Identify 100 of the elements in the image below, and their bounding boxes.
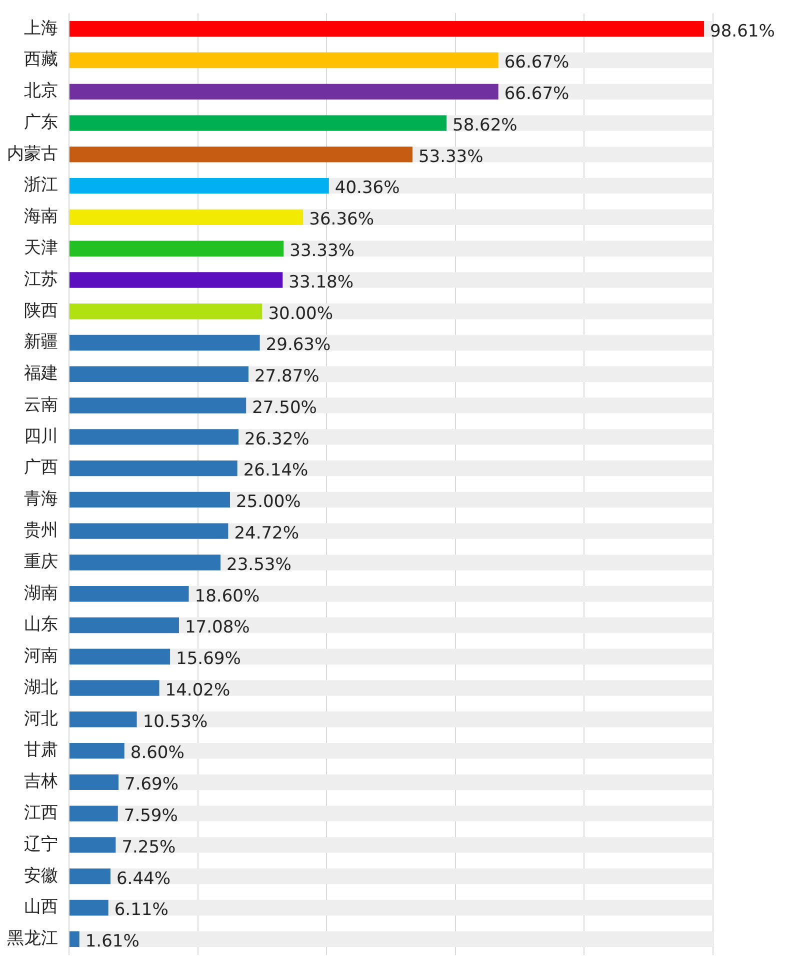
y-tick-label: 天津 xyxy=(24,238,58,258)
y-tick-label: 江苏 xyxy=(24,269,58,290)
y-tick-label: 西藏 xyxy=(24,50,58,70)
y-tick-label: 贵州 xyxy=(24,520,58,540)
bar xyxy=(70,680,160,696)
bar xyxy=(118,806,713,822)
data-label: 33.18% xyxy=(288,272,354,292)
data-label: 26.14% xyxy=(243,460,308,481)
y-tick-label: 黑龙江 xyxy=(7,928,58,949)
y-tick-label: 湖北 xyxy=(24,677,58,698)
bar xyxy=(70,806,118,822)
bar xyxy=(238,429,713,445)
bar xyxy=(188,586,713,602)
data-label: 24.72% xyxy=(234,524,300,544)
data-label: 10.53% xyxy=(142,712,208,732)
bar xyxy=(70,868,110,884)
bar xyxy=(262,304,713,320)
y-tick-label: 河南 xyxy=(24,646,58,666)
bar xyxy=(303,209,713,226)
data-label: 15.69% xyxy=(176,649,241,670)
bar xyxy=(70,21,704,37)
bar xyxy=(110,868,713,884)
bar xyxy=(70,84,498,100)
data-label: 7.59% xyxy=(124,806,178,826)
y-tick-label: 河北 xyxy=(24,708,58,729)
bar xyxy=(170,648,713,664)
bar xyxy=(70,837,116,853)
y-tick-label: 新疆 xyxy=(24,332,58,352)
data-label: 23.53% xyxy=(226,554,292,575)
bar xyxy=(136,712,713,728)
data-label: 30.00% xyxy=(268,304,334,324)
bar xyxy=(79,931,713,947)
data-label: 36.36% xyxy=(309,210,374,230)
bar xyxy=(70,334,260,351)
data-label: 18.60% xyxy=(194,586,260,606)
bar xyxy=(246,398,713,414)
bar xyxy=(230,492,713,508)
data-label: 1.61% xyxy=(85,932,140,952)
y-tick-label: 重庆 xyxy=(24,552,58,572)
y-tick-label: 辽宁 xyxy=(24,834,58,854)
bar xyxy=(282,272,713,288)
y-tick-label: 广西 xyxy=(24,458,58,478)
bar xyxy=(70,178,329,194)
data-label: 26.32% xyxy=(244,429,310,450)
bar xyxy=(70,209,304,226)
bar xyxy=(248,366,713,382)
data-label: 6.44% xyxy=(116,868,170,889)
bar xyxy=(446,115,713,131)
bar xyxy=(260,334,713,351)
y-tick-label: 陕西 xyxy=(24,300,58,321)
y-tick-label: 青海 xyxy=(24,489,58,510)
bar xyxy=(70,742,124,759)
data-label: 58.62% xyxy=(452,115,518,136)
y-tick-label: 北京 xyxy=(24,81,58,102)
bar xyxy=(70,460,238,476)
data-label: 7.69% xyxy=(124,774,179,795)
y-tick-label: 甘肃 xyxy=(24,740,58,760)
bar xyxy=(70,774,119,790)
data-label: 7.25% xyxy=(122,837,176,858)
bar xyxy=(118,774,713,790)
bar xyxy=(70,146,412,162)
bar xyxy=(70,115,447,131)
data-label: 6.11% xyxy=(114,900,168,920)
y-tick-label: 福建 xyxy=(24,364,58,384)
y-tick-label: 江西 xyxy=(24,802,58,823)
bar xyxy=(70,523,228,539)
bar xyxy=(70,492,230,508)
y-tick-label: 云南 xyxy=(24,394,58,415)
y-tick-label: 山东 xyxy=(24,614,58,635)
bar xyxy=(70,429,238,445)
y-tick-label: 广东 xyxy=(24,112,58,132)
data-label: 27.87% xyxy=(254,366,320,387)
bar xyxy=(178,617,713,634)
bar xyxy=(70,712,137,728)
data-label: 29.63% xyxy=(266,335,331,356)
bar xyxy=(412,146,713,162)
bar xyxy=(124,742,713,759)
bar xyxy=(70,586,189,602)
bar xyxy=(284,240,713,256)
bar xyxy=(70,52,498,68)
bar xyxy=(70,366,248,382)
bar xyxy=(70,900,108,916)
y-tick-label: 海南 xyxy=(24,206,58,227)
bar xyxy=(70,617,179,634)
data-label: 98.61% xyxy=(710,21,775,42)
bar xyxy=(108,900,713,916)
bar xyxy=(70,648,170,664)
data-label: 66.67% xyxy=(504,84,570,104)
y-tick-label: 浙江 xyxy=(24,175,58,196)
data-label: 17.08% xyxy=(184,618,250,638)
bar xyxy=(116,837,713,853)
data-label: 8.60% xyxy=(130,743,184,764)
data-label: 27.50% xyxy=(252,398,317,418)
bar xyxy=(70,304,262,320)
data-label: 25.00% xyxy=(236,492,301,512)
bar xyxy=(328,178,713,194)
data-label: 53.33% xyxy=(418,146,484,167)
y-tick-label: 吉林 xyxy=(24,772,58,792)
data-label: 33.33% xyxy=(290,241,354,262)
y-tick-label: 内蒙古 xyxy=(7,144,58,164)
